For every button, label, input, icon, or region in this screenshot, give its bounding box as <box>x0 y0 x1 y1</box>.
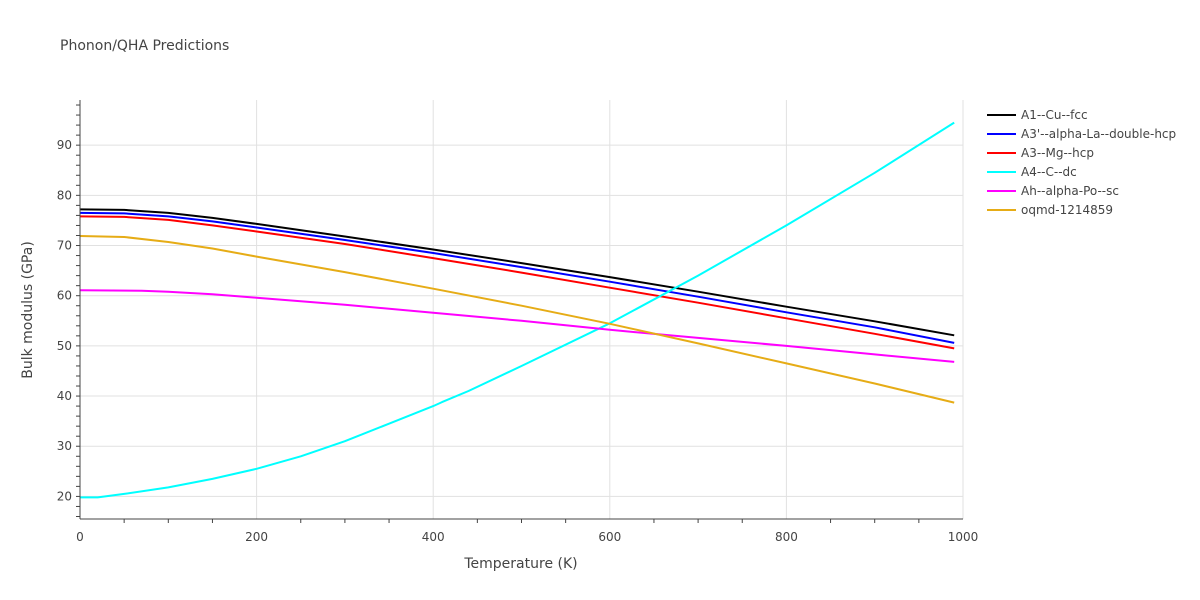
y-tick-label: 80 <box>57 188 72 202</box>
legend-label: Ah--alpha-Po--sc <box>1021 184 1119 198</box>
legend-item[interactable]: A3--Mg--hcp <box>987 146 1094 160</box>
y-tick-label: 20 <box>57 489 72 503</box>
series-line-3 <box>80 121 955 499</box>
legend: A1--Cu--fcc A3'--alpha-La--double-hcp A3--… <box>987 108 1176 217</box>
y-tick-label: 40 <box>57 389 72 403</box>
legend-label: A3--Mg--hcp <box>1021 146 1094 160</box>
x-tick-label: 800 <box>775 530 798 544</box>
legend-item[interactable]: A1--Cu--fcc <box>987 108 1088 122</box>
series-line-5 <box>79 235 955 404</box>
y-axis-title: Bulk modulus (GPa) <box>20 241 36 379</box>
legend-item[interactable]: A4--C--dc <box>987 165 1077 179</box>
y-tick-label: 70 <box>57 239 72 253</box>
series-line-4 <box>79 289 955 363</box>
series-line-1 <box>79 211 955 344</box>
x-tick-label: 200 <box>245 530 268 544</box>
y-tick-label: 90 <box>57 138 72 152</box>
x-tick-label: 1000 <box>948 530 979 544</box>
legend-label: A1--Cu--fcc <box>1021 108 1088 122</box>
grid <box>80 100 964 519</box>
x-axis-title: Temperature (K) <box>463 556 577 572</box>
legend-label: A3'--alpha-La--double-hcp <box>1021 127 1176 141</box>
x-tick-label: 600 <box>598 530 621 544</box>
legend-item[interactable]: oqmd-1214859 <box>987 203 1113 217</box>
legend-label: A4--C--dc <box>1021 165 1077 179</box>
series-line-2 <box>79 215 955 350</box>
y-tick-label: 30 <box>57 439 72 453</box>
legend-item[interactable]: A3'--alpha-La--double-hcp <box>987 127 1176 141</box>
x-tick-label: 0 <box>76 530 84 544</box>
legend-label: oqmd-1214859 <box>1021 203 1113 217</box>
y-tick-label: 50 <box>57 339 72 353</box>
plot-area <box>79 121 955 499</box>
chart-title: Phonon/QHA Predictions <box>60 38 229 54</box>
legend-item[interactable]: Ah--alpha-Po--sc <box>987 184 1119 198</box>
series-line-0 <box>79 208 955 337</box>
y-tick-label: 60 <box>57 289 72 303</box>
axes: 0 200 400 600 800 1000 20 30 40 50 60 70 80 90 <box>57 100 979 544</box>
x-tick-label: 400 <box>422 530 445 544</box>
